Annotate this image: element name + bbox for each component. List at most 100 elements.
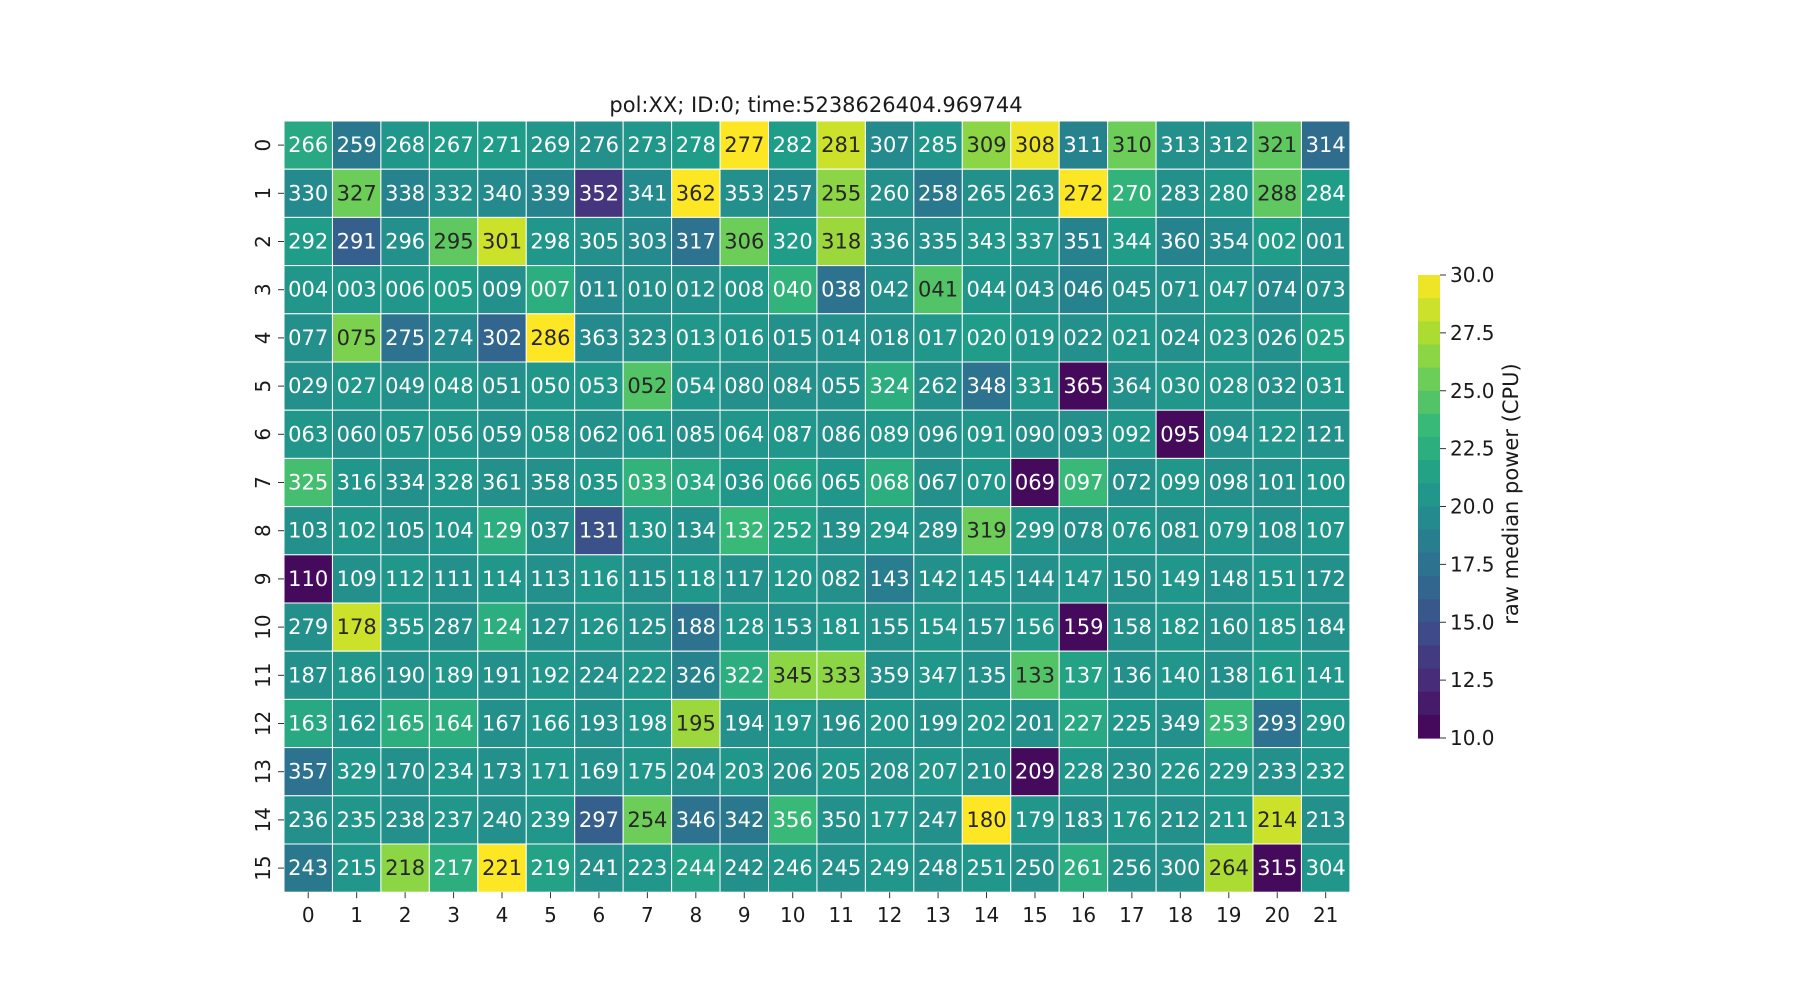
cell-value-label: 192 bbox=[530, 663, 570, 687]
cell-value-label: 004 bbox=[288, 278, 328, 302]
cell-value-label: 235 bbox=[337, 808, 377, 832]
cell-value-label: 074 bbox=[1257, 278, 1297, 302]
cell-value-label: 248 bbox=[918, 856, 958, 880]
cell-value-label: 082 bbox=[821, 567, 861, 591]
cell-value-label: 314 bbox=[1306, 133, 1346, 157]
heatmap-cell bbox=[1300, 313, 1351, 363]
heatmap-cell bbox=[1010, 747, 1060, 797]
cell-value-label: 212 bbox=[1160, 808, 1200, 832]
heatmap-cell bbox=[719, 265, 769, 315]
cell-value-label: 278 bbox=[676, 133, 716, 157]
cell-value-label: 232 bbox=[1306, 760, 1346, 784]
cell-value-label: 163 bbox=[288, 712, 328, 736]
cell-value-label: 312 bbox=[1209, 133, 1249, 157]
cell-value-label: 022 bbox=[1063, 326, 1103, 350]
cell-value-label: 059 bbox=[482, 422, 522, 446]
cell-value-label: 142 bbox=[918, 567, 958, 591]
heatmap-cell bbox=[913, 168, 963, 218]
heatmap-cell bbox=[1155, 843, 1206, 893]
heatmap-cell bbox=[816, 506, 866, 556]
cell-value-label: 223 bbox=[627, 856, 667, 880]
heatmap-cell bbox=[864, 361, 915, 411]
heatmap-cell bbox=[961, 795, 1012, 845]
y-tick-label: 4 bbox=[251, 332, 275, 345]
cell-value-label: 171 bbox=[530, 760, 570, 784]
heatmap-cell bbox=[671, 168, 721, 218]
heatmap-cell bbox=[816, 554, 866, 604]
heatmap-cell bbox=[961, 602, 1012, 652]
cell-value-label: 249 bbox=[870, 856, 910, 880]
y-tick-label: 14 bbox=[251, 807, 275, 832]
colorbar-tick-label: 20.0 bbox=[1450, 495, 1495, 519]
heatmap-cell bbox=[816, 216, 866, 267]
y-tick-label: 8 bbox=[251, 524, 275, 537]
y-tick-label: 0 bbox=[251, 139, 275, 152]
cell-value-label: 287 bbox=[434, 615, 474, 639]
heatmap-cell bbox=[331, 457, 382, 508]
x-tick-label: 16 bbox=[1071, 903, 1096, 927]
heatmap-cell bbox=[864, 409, 915, 459]
heatmap-cell bbox=[768, 361, 818, 411]
x-tick-label: 17 bbox=[1119, 903, 1144, 927]
heatmap-cell bbox=[816, 313, 866, 363]
cell-value-label: 068 bbox=[870, 471, 910, 495]
heatmap-cell bbox=[1155, 361, 1206, 411]
cell-value-label: 157 bbox=[966, 615, 1006, 639]
cell-value-label: 173 bbox=[482, 760, 522, 784]
cell-value-label: 262 bbox=[918, 374, 958, 398]
heatmap-cell bbox=[331, 265, 382, 315]
colorbar-segment bbox=[1418, 645, 1440, 670]
heatmap-cell bbox=[428, 554, 479, 604]
heatmap-cell bbox=[768, 313, 818, 363]
cell-value-label: 094 bbox=[1209, 422, 1249, 446]
colorbar-tick-label: 25.0 bbox=[1450, 379, 1495, 403]
y-tick-label: 5 bbox=[251, 380, 275, 393]
heatmap-cell bbox=[525, 795, 576, 845]
cell-value-label: 020 bbox=[966, 326, 1006, 350]
cell-value-label: 309 bbox=[966, 133, 1006, 157]
x-tick-label: 8 bbox=[689, 903, 702, 927]
cell-value-label: 010 bbox=[627, 278, 667, 302]
heatmap-cell bbox=[574, 650, 624, 700]
heatmap-cell bbox=[671, 554, 721, 604]
heatmap-cell bbox=[1058, 265, 1109, 315]
x-tick-label: 7 bbox=[641, 903, 654, 927]
heatmap-cell bbox=[574, 409, 624, 459]
heatmap-cell bbox=[1107, 795, 1157, 845]
cell-value-label: 241 bbox=[579, 856, 619, 880]
cell-value-label: 238 bbox=[385, 808, 425, 832]
heatmap-cell bbox=[1204, 120, 1254, 170]
heatmap-cell bbox=[1010, 554, 1060, 604]
heatmap-cell bbox=[574, 216, 624, 267]
colorbar-segment bbox=[1418, 691, 1440, 716]
cell-value-label: 188 bbox=[676, 615, 716, 639]
y-tick-label: 3 bbox=[251, 283, 275, 296]
cell-value-label: 208 bbox=[870, 760, 910, 784]
cell-value-label: 048 bbox=[434, 374, 474, 398]
heatmap-cell bbox=[719, 361, 769, 411]
cell-value-label: 244 bbox=[676, 856, 716, 880]
cell-value-label: 240 bbox=[482, 808, 522, 832]
cell-value-label: 293 bbox=[1257, 712, 1297, 736]
heatmap-cell bbox=[525, 457, 576, 508]
cell-value-label: 360 bbox=[1160, 230, 1200, 254]
cell-value-label: 268 bbox=[385, 133, 425, 157]
cell-value-label: 301 bbox=[482, 230, 522, 254]
cell-value-label: 085 bbox=[676, 422, 716, 446]
heatmap-cell bbox=[1252, 361, 1302, 411]
cell-value-label: 061 bbox=[627, 422, 667, 446]
x-tick-label: 11 bbox=[828, 903, 853, 927]
cell-value-label: 226 bbox=[1160, 760, 1200, 784]
heatmap-cell bbox=[1107, 361, 1157, 411]
cell-value-label: 363 bbox=[579, 326, 619, 350]
cell-value-label: 135 bbox=[966, 663, 1006, 687]
cell-value-label: 169 bbox=[579, 760, 619, 784]
cell-value-label: 100 bbox=[1306, 471, 1346, 495]
heatmap-cell bbox=[1300, 795, 1351, 845]
heatmap-cell bbox=[1252, 265, 1302, 315]
colorbar-tick-label: 15.0 bbox=[1450, 610, 1495, 634]
heatmap-cell bbox=[380, 650, 430, 700]
cell-value-label: 318 bbox=[821, 230, 861, 254]
heatmap-cell bbox=[816, 795, 866, 845]
heatmap-cell bbox=[671, 602, 721, 652]
